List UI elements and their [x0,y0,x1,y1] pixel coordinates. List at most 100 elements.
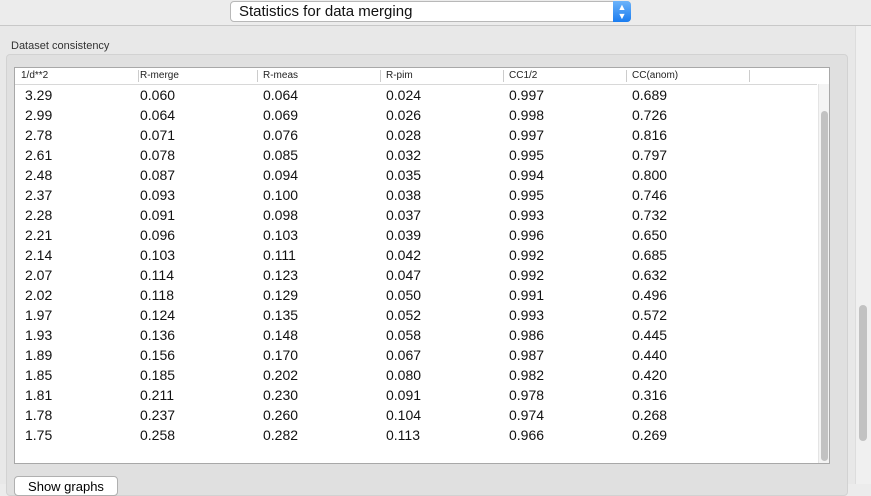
table-cell: 0.096 [140,227,176,243]
table-cell: 0.037 [386,207,422,223]
table-cell: 0.732 [632,207,668,223]
show-graphs-button[interactable]: Show graphs [14,476,118,496]
table-cell: 0.076 [263,127,299,143]
table-cell: 0.118 [140,287,174,303]
table-scrollbar[interactable] [818,84,829,463]
table-cell: 0.091 [386,387,422,403]
table-cell: 0.094 [263,167,299,183]
table-cell: 0.047 [386,267,422,283]
table-scrollbar-thumb[interactable] [821,111,828,461]
table-cell: 2.99 [25,107,53,123]
table-cell: 0.689 [632,87,668,103]
table-cell: 0.260 [263,407,299,423]
column-separator[interactable] [749,70,750,82]
table-cell: 0.026 [386,107,422,123]
table-cell: 0.129 [263,287,299,303]
table-cell: 0.993 [509,207,545,223]
column-header[interactable]: R-pim [386,70,413,81]
table-cell: 0.420 [632,367,668,383]
table-cell: 0.098 [263,207,299,223]
table-cell: 0.440 [632,347,668,363]
table-cell: 0.202 [263,367,299,383]
table-cell: 0.060 [140,87,176,103]
table-cell: 0.135 [263,307,299,323]
table-cell: 0.148 [263,327,299,343]
column-header[interactable]: R-merge [140,70,179,81]
table-cell: 0.114 [140,267,174,283]
statistics-table: 1/d**2 R-merge R-meas R-pim CC1/2 CC(anom) 3.… [14,67,830,464]
table-cell: 0.156 [140,347,176,363]
table-cell: 1.81 [25,387,53,403]
table-cell: 0.991 [509,287,545,303]
table-cell: 0.726 [632,107,668,123]
table-cell: 0.123 [263,267,299,283]
table-cell: 0.992 [509,267,545,283]
table-cell: 0.100 [263,187,299,203]
column-header[interactable]: 1/d**2 [21,70,49,81]
table-cell: 1.93 [25,327,53,343]
table-cell: 0.103 [140,247,176,263]
table-cell: 0.632 [632,267,668,283]
table-cell: 0.800 [632,167,668,183]
table-cell: 0.032 [386,147,422,163]
table-cell: 0.997 [509,87,545,103]
table-cell: 2.28 [25,207,53,223]
column-separator[interactable] [503,70,504,82]
table-cell: 0.978 [509,387,545,403]
column-header[interactable]: CC(anom) [632,70,679,81]
table-cell: 0.050 [386,287,422,303]
statistics-selector[interactable]: Statistics for data merging ▲ ▼ [230,1,631,22]
window-scrollbar[interactable] [855,26,871,484]
table-cell: 0.997 [509,127,545,143]
table-cell: 2.78 [25,127,53,143]
table-cell: 0.995 [509,147,545,163]
column-separator[interactable] [138,70,139,82]
table-cell: 0.982 [509,367,545,383]
table-cell: 0.024 [386,87,422,103]
table-cell: 0.211 [140,387,174,403]
table-cell: 0.996 [509,227,545,243]
table-cell: 0.987 [509,347,545,363]
column-header[interactable]: R-meas [263,70,299,81]
table-cell: 0.069 [263,107,299,123]
column-separator[interactable] [257,70,258,82]
table-cell: 0.071 [140,127,176,143]
table-cell: 0.064 [140,107,176,123]
table-cell: 0.035 [386,167,422,183]
table-cell: 0.572 [632,307,668,323]
table-cell: 0.093 [140,187,176,203]
table-cell: 0.111 [263,247,296,263]
table-cell: 0.993 [509,307,545,323]
table-cell: 2.21 [25,227,53,243]
table-cell: 0.113 [386,427,420,443]
table-cell: 2.37 [25,187,53,203]
group-title: Dataset consistency [11,40,110,52]
table-cell: 0.170 [263,347,299,363]
table-cell: 0.986 [509,327,545,343]
table-cell: 0.685 [632,247,668,263]
column-separator[interactable] [380,70,381,82]
table-cell: 1.75 [25,427,53,443]
table-cell: 0.650 [632,227,668,243]
table-cell: 0.797 [632,147,668,163]
table-cell: 0.103 [263,227,299,243]
table-cell: 0.052 [386,307,422,323]
table-cell: 2.61 [25,147,53,163]
column-header[interactable]: CC1/2 [509,70,538,81]
table-cell: 0.974 [509,407,545,423]
column-separator[interactable] [626,70,627,82]
table-header: 1/d**2 R-merge R-meas R-pim CC1/2 CC(anom) [15,68,817,85]
table-cell: 0.316 [632,387,668,403]
table-cell: 0.185 [140,367,176,383]
updown-chevron-icon: ▲ ▼ [613,1,631,22]
table-cell: 0.269 [632,427,668,443]
window-scrollbar-thumb[interactable] [859,305,867,441]
table-cell: 0.136 [140,327,176,343]
table-cell: 0.992 [509,247,545,263]
selector-value: Statistics for data merging [239,3,413,20]
table-cell: 1.78 [25,407,53,423]
table-cell: 0.282 [263,427,299,443]
table-cell: 3.29 [25,87,53,103]
table-cell: 0.087 [140,167,176,183]
table-cell: 0.104 [386,407,422,423]
